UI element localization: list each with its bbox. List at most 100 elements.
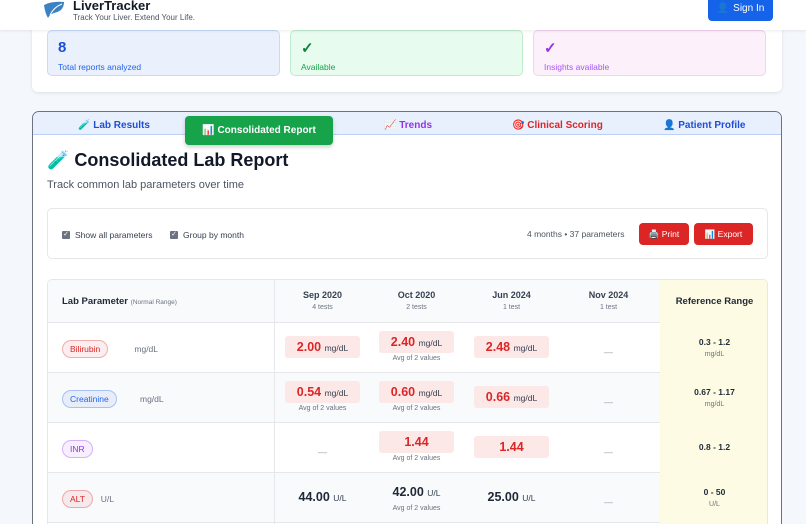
check-icon: ✓ [544,40,557,57]
target-icon: 🎯 [512,120,525,131]
value-cell: — [561,342,656,360]
show-all-parameters-checkbox[interactable]: ✓ Show all parameters [62,230,152,240]
reference-unit: mg/dL [704,401,725,408]
page-title: 🧪 Consolidated Lab Report [47,150,289,170]
value: 42.00 U/L [385,481,449,503]
empty-value: — [604,347,613,357]
table-row [48,323,767,373]
value-unit: U/L [333,493,347,503]
value-unit: U/L [522,493,536,503]
table-row [48,423,767,473]
reference-range: 0.67 - 1.17 [694,387,735,397]
reference-range: 0.3 - 1.2 [698,337,731,347]
report-summary: 4 months • 37 parameters [527,229,625,239]
checkbox-checked-icon: ✓ [62,231,70,239]
month-label: Oct 2020 [397,290,436,300]
empty-value: — [604,497,613,507]
month-label: Jun 2024 [492,290,531,300]
month-label: Nov 2024 [588,290,629,300]
reference-range-cell: 0.8 - 1.2 [660,442,767,452]
print-button[interactable]: 🖨️ Print [639,223,689,245]
value-number: 2.40 [390,335,416,349]
average-note: Avg of 2 values [298,405,347,412]
value-unit: U/L [427,488,441,498]
average-note: Avg of 2 values [392,455,441,462]
test-count: 1 test [502,304,521,311]
tab-lab-results[interactable]: 🧪 Lab Results [78,120,150,131]
value-unit: mg/dL [513,343,538,353]
brand-name: LiverTracker [73,0,151,13]
table-header [48,280,767,323]
month-header: Jun 2024 1 test [464,290,559,311]
reference-unit: U/L [709,501,720,508]
parameter-badge: ALT [62,490,93,508]
value-unit: mg/dL [324,388,349,398]
abnormal-value: 1.44 [474,436,549,458]
reference-range-cell: 0 - 50 U/L [660,487,767,508]
reference-range: 0 - 50 [703,487,726,497]
average-note: Avg of 2 values [392,405,441,412]
test-count: 2 tests [406,304,427,311]
stat-card-available: ✓ Available [290,30,523,76]
abnormal-value: 0.54 mg/dL [285,381,360,403]
average-note: Avg of 2 values [392,355,441,362]
value-cell: 1.44 [464,436,559,458]
value-cell: 42.00 U/L Avg of 2 values [369,481,464,512]
stat-card-insights: ✓ Insights available [533,30,766,76]
tab-consolidated-report[interactable]: 📊 Consolidated Report [185,116,333,145]
value-unit: mg/dL [418,388,443,398]
abnormal-value: 2.00 mg/dL [285,336,360,358]
check-icon: ✓ [301,40,314,57]
abnormal-value: 0.60 mg/dL [379,381,454,403]
stats-panel: 8 Total reports analyzed ✓ Available ✓ Insi… [32,20,782,92]
tab-clinical-scoring[interactable]: 🎯 Clinical Scoring [512,120,603,131]
test-count: 4 tests [312,304,333,311]
value-cell: 1.44 Avg of 2 values [369,431,464,462]
value: 25.00 U/L [480,486,544,508]
reference-range-header: Reference Range [675,296,754,307]
reference-unit: mg/dL [704,351,725,358]
test-tube-icon: 🧪 [78,120,91,131]
page-subtitle: Track common lab parameters over time [47,179,245,191]
value-number: 1.44 [404,435,429,449]
average-note: Avg of 2 values [392,505,441,512]
empty-value: — [604,447,613,457]
value-number: 1.44 [499,440,524,454]
tagline: Track Your Liver. Extend Your Life. [73,13,196,22]
tab-patient-profile[interactable]: 👤 Patient Profile [663,120,745,131]
tab-label: Consolidated Report [217,125,316,136]
tab-label: Trends [399,120,433,131]
lab-table: Lab Parameter (Normal Range) Reference R… [47,279,768,524]
checkbox-label: Group by month [183,230,244,240]
value-number: 25.00 [487,490,519,504]
checkbox-label: Show all parameters [75,230,153,240]
sign-in-button[interactable]: 👤 Sign In [708,0,773,21]
parameter-unit: mg/dL [140,394,164,404]
reference-range-cell: 0.67 - 1.17 mg/dL [660,387,767,408]
value-number: 2.00 [296,340,322,354]
value-number: 0.66 [485,390,511,404]
stat-label: Available [301,62,336,72]
column-divider [274,280,275,524]
value-cell: 0.66 mg/dL [464,386,559,408]
abnormal-value: 0.66 mg/dL [474,386,549,408]
report-controls: ✓ Show all parameters ✓ Group by month 4 m… [47,208,768,259]
value-cell: — [561,492,656,510]
param-header-sub: (Normal Range) [130,299,177,306]
stat-value: 8 [58,39,67,56]
value-cell: — [275,442,370,460]
empty-value: — [604,397,613,407]
person-icon: 👤 [663,120,676,131]
value-cell: — [561,442,656,460]
value-number: 0.60 [390,385,416,399]
value-cell: 2.40 mg/dL Avg of 2 values [369,331,464,362]
group-by-month-checkbox[interactable]: ✓ Group by month [170,230,244,240]
stat-label: Insights available [544,62,610,72]
main-panel: 🧪 Lab Results 📊 Consolidated Report 📈 Tr… [32,111,782,524]
abnormal-value: 2.40 mg/dL [379,331,454,353]
reference-column [660,280,767,524]
user-icon: 👤 [716,3,730,14]
tab-trends[interactable]: 📈 Trends [384,120,432,131]
tab-label: Clinical Scoring [527,120,603,131]
export-button[interactable]: 📊 Export [694,223,753,245]
